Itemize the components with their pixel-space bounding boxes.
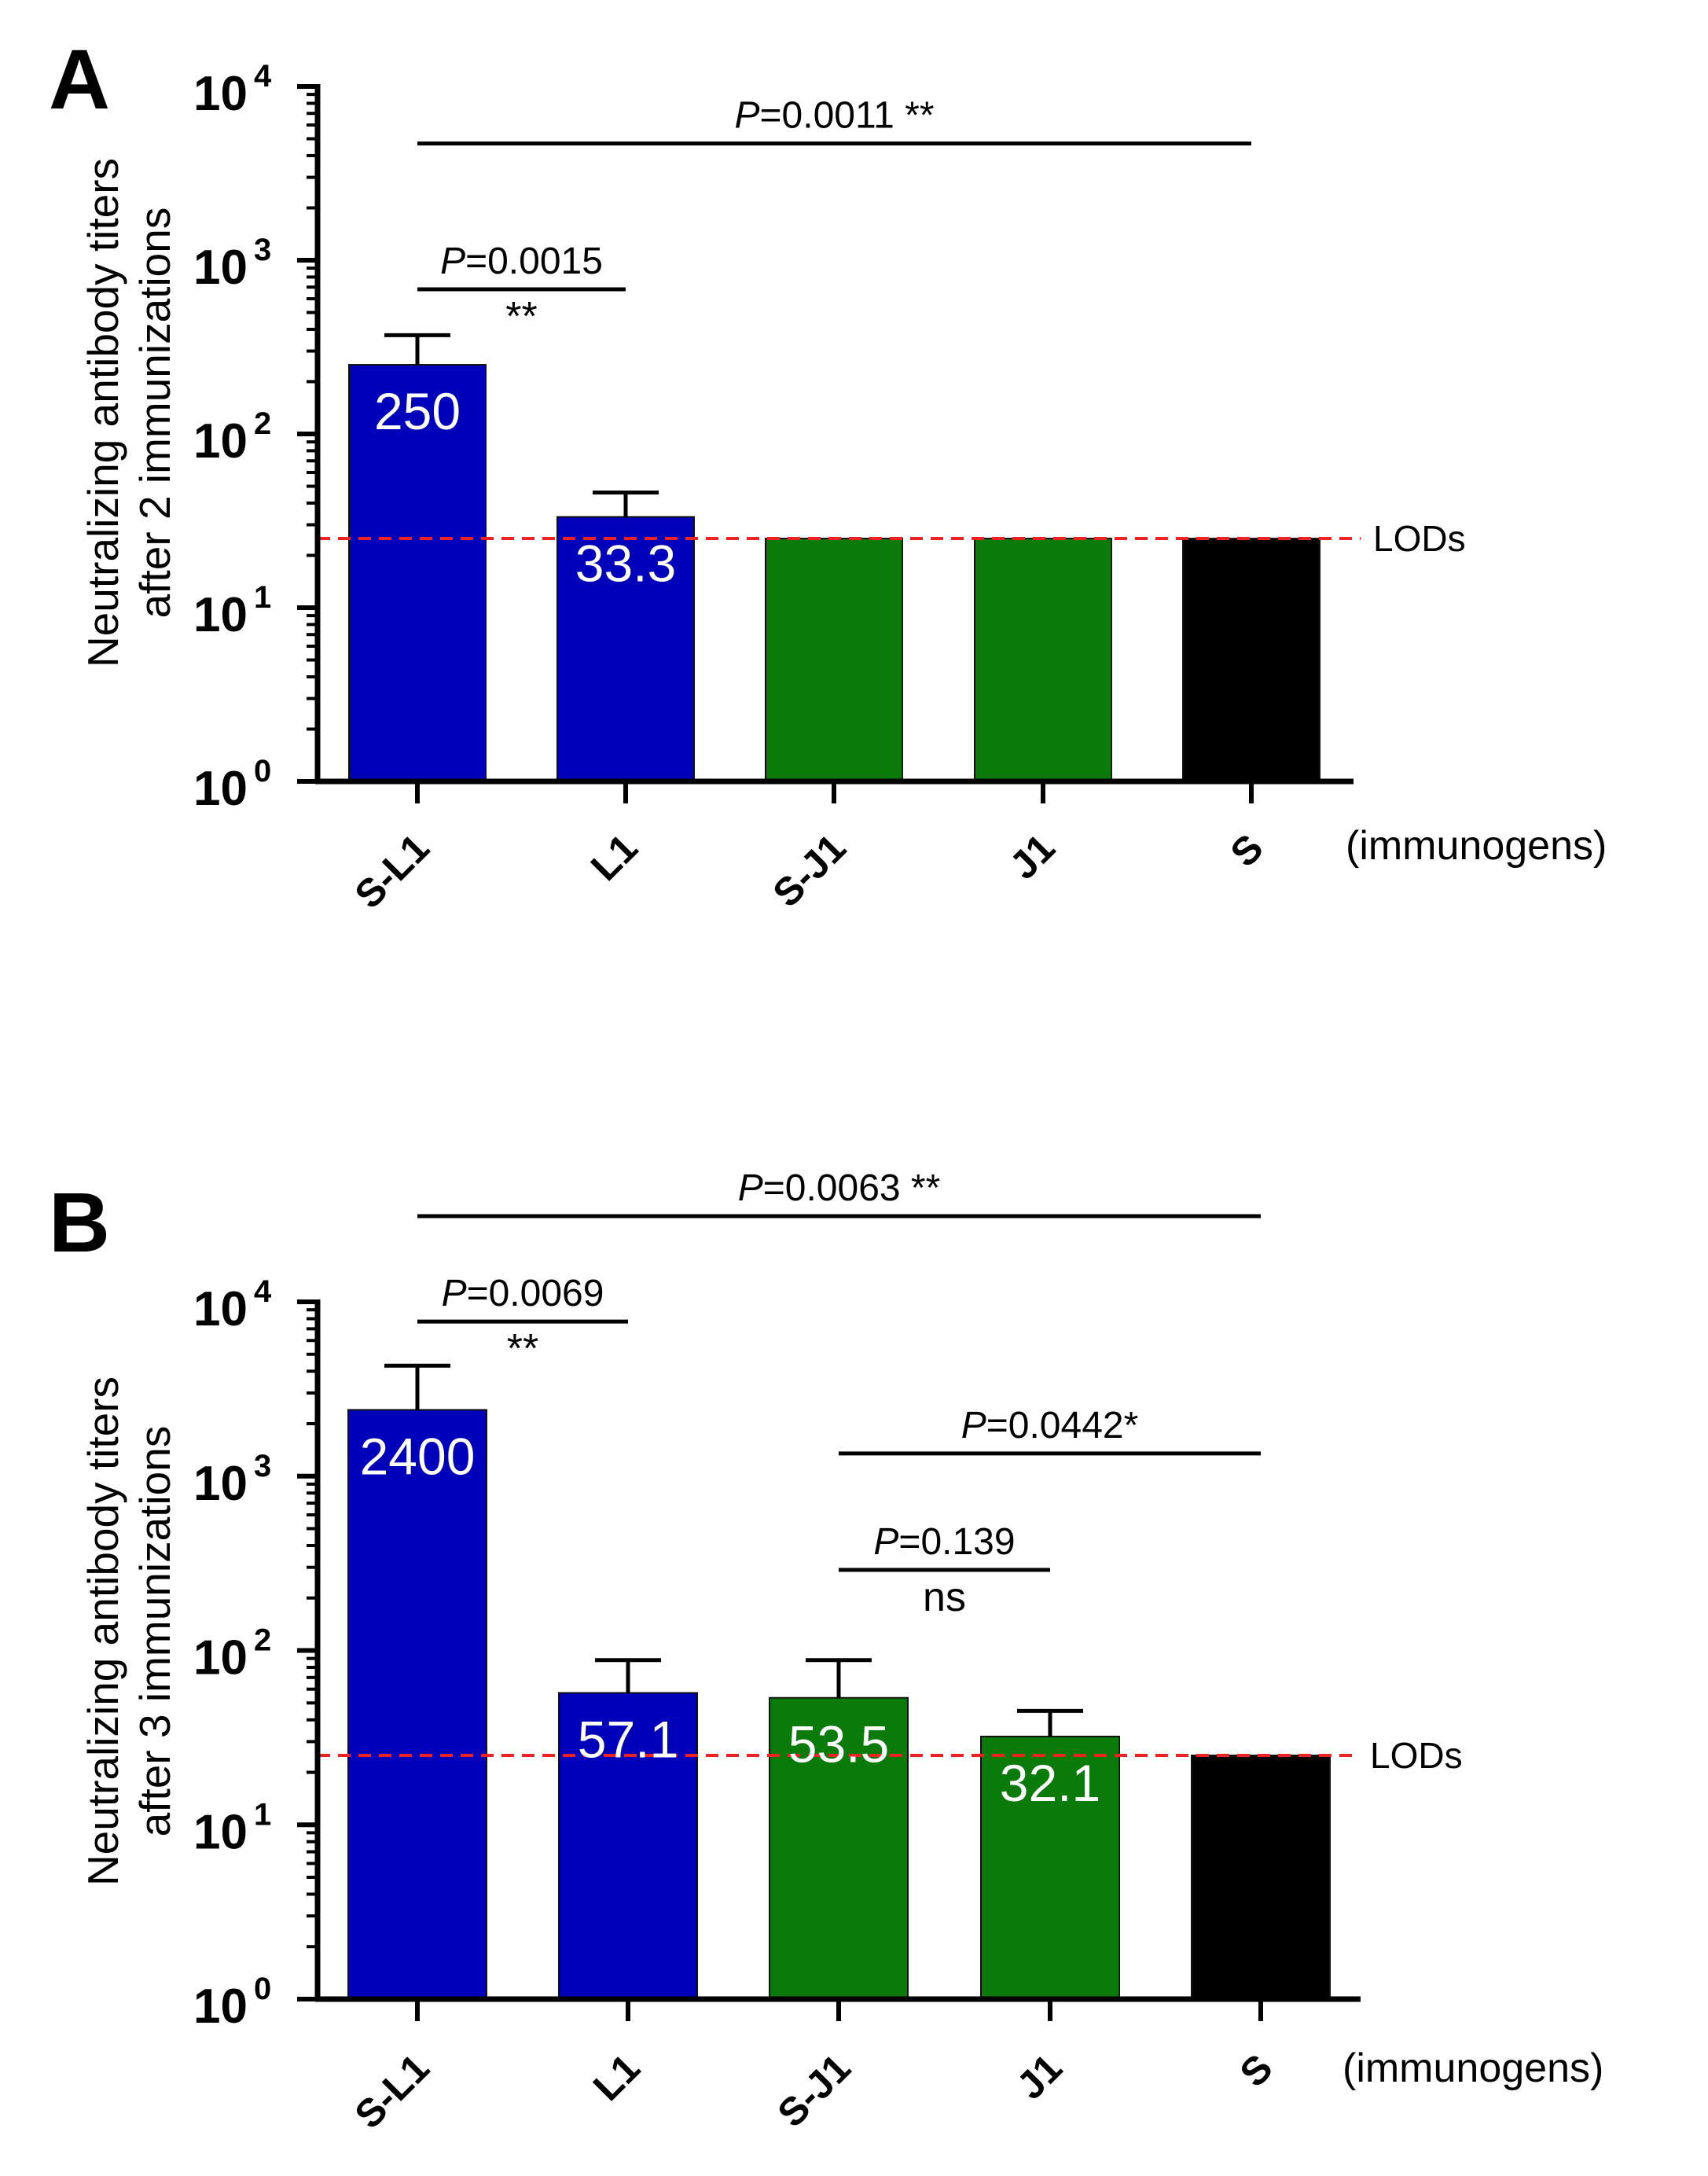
x-category-label: S [1232, 2046, 1281, 2095]
bar-s [1191, 1755, 1331, 2001]
p-value-text: =0.139 [898, 1521, 1015, 1563]
x-axis-note: (immunogens) [1343, 2046, 1603, 2091]
p-value-prefix: P [442, 1273, 467, 1314]
x-category-label: L1 [582, 825, 646, 889]
bar-l1 [556, 516, 695, 782]
y-axis-label-line: Neutralizing antibody titers [79, 158, 127, 667]
x-category-label: S-J1 [769, 2046, 858, 2135]
p-value-label: P=0.0015 [440, 241, 603, 282]
p-value-label: P=0.139 [873, 1521, 1015, 1563]
lod-label: LODs [1370, 1735, 1463, 1776]
x-category-label: L1 [585, 2046, 648, 2109]
p-value-label: P=0.0442* [961, 1405, 1139, 1446]
significance-marker: ** [505, 294, 537, 340]
p-value-prefix: P [873, 1521, 898, 1563]
y-tick-base: 10 [193, 1282, 248, 1336]
y-tick-label: 10 4 [193, 59, 272, 121]
y-tick-base: 10 [193, 67, 248, 121]
significance-marker: ns [923, 1575, 966, 1620]
y-axis-label: Neutralizing antibody titersafter 3 immu… [79, 1377, 179, 1886]
p-value-prefix: P [440, 241, 465, 282]
bar-value-label: 2400 [360, 1427, 476, 1485]
y-tick-exponent: 2 [254, 1623, 271, 1658]
y-tick-exponent: 1 [254, 1797, 271, 1832]
panel-letter: B [49, 1174, 110, 1270]
p-value-prefix: P [735, 94, 760, 136]
bar-s [1182, 538, 1320, 782]
significance-marker: ** [507, 1326, 538, 1372]
y-tick-base: 10 [193, 414, 248, 469]
lod-label: LODs [1373, 518, 1466, 559]
p-value-prefix: P [738, 1167, 763, 1209]
y-tick-label: 10 3 [193, 1449, 271, 1511]
p-value-text: =0.0069 [467, 1273, 604, 1314]
bar-j1 [980, 1735, 1120, 2001]
p-value-prefix: P [961, 1405, 986, 1446]
bar-j1 [974, 538, 1112, 782]
p-value-label: P=0.0063 ** [738, 1167, 941, 1209]
bar-s-l1 [348, 364, 487, 783]
y-axis-label-line: Neutralizing antibody titers [79, 1377, 127, 1886]
y-axis-label-line: after 2 immunizations [130, 208, 179, 619]
p-value-label: P=0.0069 [442, 1273, 604, 1314]
y-tick-exponent: 3 [254, 233, 271, 267]
y-tick-label: 10 1 [193, 1797, 271, 1859]
bar-s-j1 [765, 538, 903, 782]
y-tick-base: 10 [193, 1979, 248, 2034]
panel-b: B Neutralizing antibody titersafter 3 imm… [49, 1167, 1603, 2137]
y-tick-exponent: 1 [254, 580, 271, 615]
p-value-text: =0.0063 ** [763, 1167, 941, 1209]
p-value-text: =0.0015 [465, 241, 603, 282]
y-tick-base: 10 [193, 241, 248, 295]
y-tick-label: 10 2 [193, 1623, 271, 1685]
y-tick-base: 10 [193, 1631, 248, 1685]
x-category-label: S [1222, 825, 1272, 875]
y-tick-label: 10 4 [193, 1274, 272, 1336]
x-category-label: S-L1 [347, 825, 438, 917]
y-tick-label: 10 0 [193, 1972, 271, 2034]
y-tick-exponent: 2 [254, 406, 271, 441]
bar-value-label: 53.5 [788, 1715, 889, 1774]
y-axis-label: Neutralizing antibody titersafter 2 immu… [79, 158, 179, 667]
panel-a: A Neutralizing antibody titersafter 2 imm… [49, 31, 1607, 917]
bar-s-l1 [347, 1409, 487, 2000]
y-tick-base: 10 [193, 1457, 248, 1511]
x-axis-note: (immunogens) [1346, 823, 1607, 869]
y-tick-label: 10 1 [193, 580, 271, 642]
bar-l1 [558, 1692, 698, 2001]
bar-value-label: 32.1 [1000, 1754, 1100, 1812]
y-tick-exponent: 4 [254, 59, 272, 94]
x-category-label: S-J1 [764, 825, 854, 915]
y-tick-label: 10 0 [193, 754, 271, 816]
bar-value-label: 33.3 [575, 535, 676, 593]
x-category-label: J1 [1001, 825, 1063, 888]
y-axis-label-line: after 3 immunizations [130, 1426, 179, 1837]
y-tick-exponent: 4 [254, 1274, 272, 1309]
bar-value-label: 57.1 [578, 1710, 678, 1768]
y-tick-exponent: 3 [254, 1449, 271, 1483]
bar-value-label: 250 [374, 382, 461, 440]
p-value-label: P=0.0011 ** [735, 94, 935, 136]
p-value-text: =0.0011 ** [760, 94, 935, 136]
y-tick-base: 10 [193, 588, 248, 642]
y-tick-label: 10 2 [193, 406, 271, 469]
y-tick-exponent: 0 [254, 1972, 271, 2006]
panel-letter: A [49, 31, 110, 127]
y-tick-base: 10 [193, 762, 248, 816]
y-tick-label: 10 3 [193, 233, 271, 295]
p-value-text: =0.0442* [986, 1405, 1139, 1446]
y-tick-exponent: 0 [254, 754, 271, 788]
y-tick-base: 10 [193, 1805, 248, 1859]
x-category-label: S-L1 [347, 2046, 438, 2137]
x-category-label: J1 [1008, 2046, 1071, 2108]
